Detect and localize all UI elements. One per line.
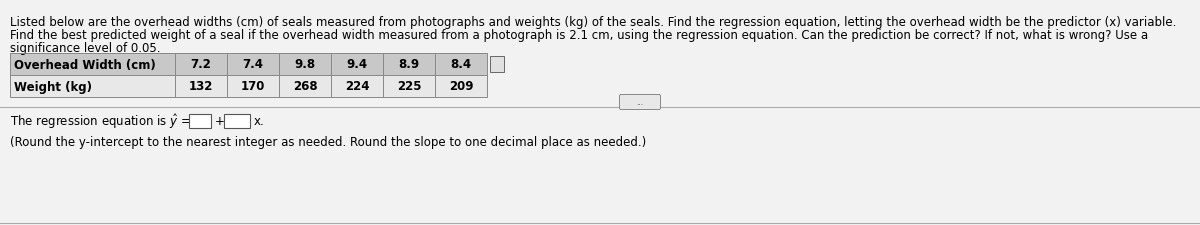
Text: ...: ... xyxy=(636,98,643,107)
Text: 224: 224 xyxy=(344,80,370,93)
Text: 7.4: 7.4 xyxy=(242,58,264,71)
Bar xyxy=(10,54,487,76)
Text: Overhead Width (cm): Overhead Width (cm) xyxy=(14,58,156,71)
Bar xyxy=(490,57,504,73)
Text: Listed below are the overhead widths (cm) of seals measured from photographs and: Listed below are the overhead widths (cm… xyxy=(10,16,1176,29)
Bar xyxy=(190,115,211,128)
Text: 170: 170 xyxy=(241,80,265,93)
Text: 8.4: 8.4 xyxy=(450,58,472,71)
Text: significance level of 0.05.: significance level of 0.05. xyxy=(10,42,161,55)
Text: 9.8: 9.8 xyxy=(294,58,316,71)
Text: 132: 132 xyxy=(188,80,214,93)
Text: 9.4: 9.4 xyxy=(347,58,367,71)
Bar xyxy=(10,76,487,98)
Text: Find the best predicted weight of a seal if the overhead width measured from a p: Find the best predicted weight of a seal… xyxy=(10,29,1148,42)
Text: 209: 209 xyxy=(449,80,473,93)
FancyBboxPatch shape xyxy=(619,95,660,110)
Text: 225: 225 xyxy=(397,80,421,93)
Text: The regression equation is $\hat{y}$ =: The regression equation is $\hat{y}$ = xyxy=(10,112,191,131)
Bar xyxy=(10,54,487,98)
Text: 7.2: 7.2 xyxy=(191,58,211,71)
Bar xyxy=(224,115,250,128)
Text: x.: x. xyxy=(254,115,265,128)
Text: 8.9: 8.9 xyxy=(398,58,420,71)
Text: Weight (kg): Weight (kg) xyxy=(14,80,92,93)
Text: (Round the y-intercept to the nearest integer as needed. Round the slope to one : (Round the y-intercept to the nearest in… xyxy=(10,135,647,148)
Text: 268: 268 xyxy=(293,80,317,93)
Text: +: + xyxy=(215,115,224,128)
